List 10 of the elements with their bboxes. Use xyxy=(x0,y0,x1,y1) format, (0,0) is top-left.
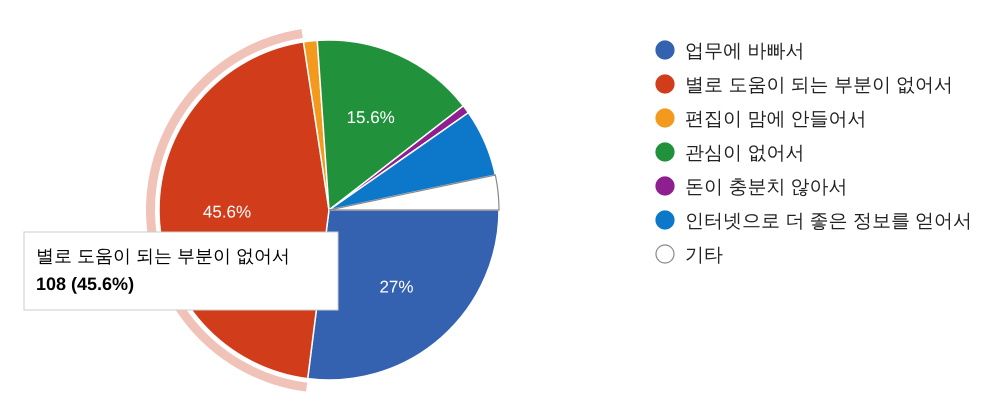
legend-label: 관심이 없어서 xyxy=(685,143,804,164)
legend-label: 업무에 바빠서 xyxy=(685,41,804,62)
data-label: 27% xyxy=(379,278,414,297)
legend-label: 기타 xyxy=(685,245,723,266)
data-label: 15.6% xyxy=(346,108,395,127)
legend-label: 돈이 충분치 않아서 xyxy=(685,177,848,198)
text: 108 (45.6%) xyxy=(36,274,134,294)
data-label: 45.6% xyxy=(202,202,252,222)
legend-label: 편집이 맘에 안들어서 xyxy=(685,109,867,130)
text: 별로 도움이 되는 부분이 없어서 xyxy=(36,246,290,266)
